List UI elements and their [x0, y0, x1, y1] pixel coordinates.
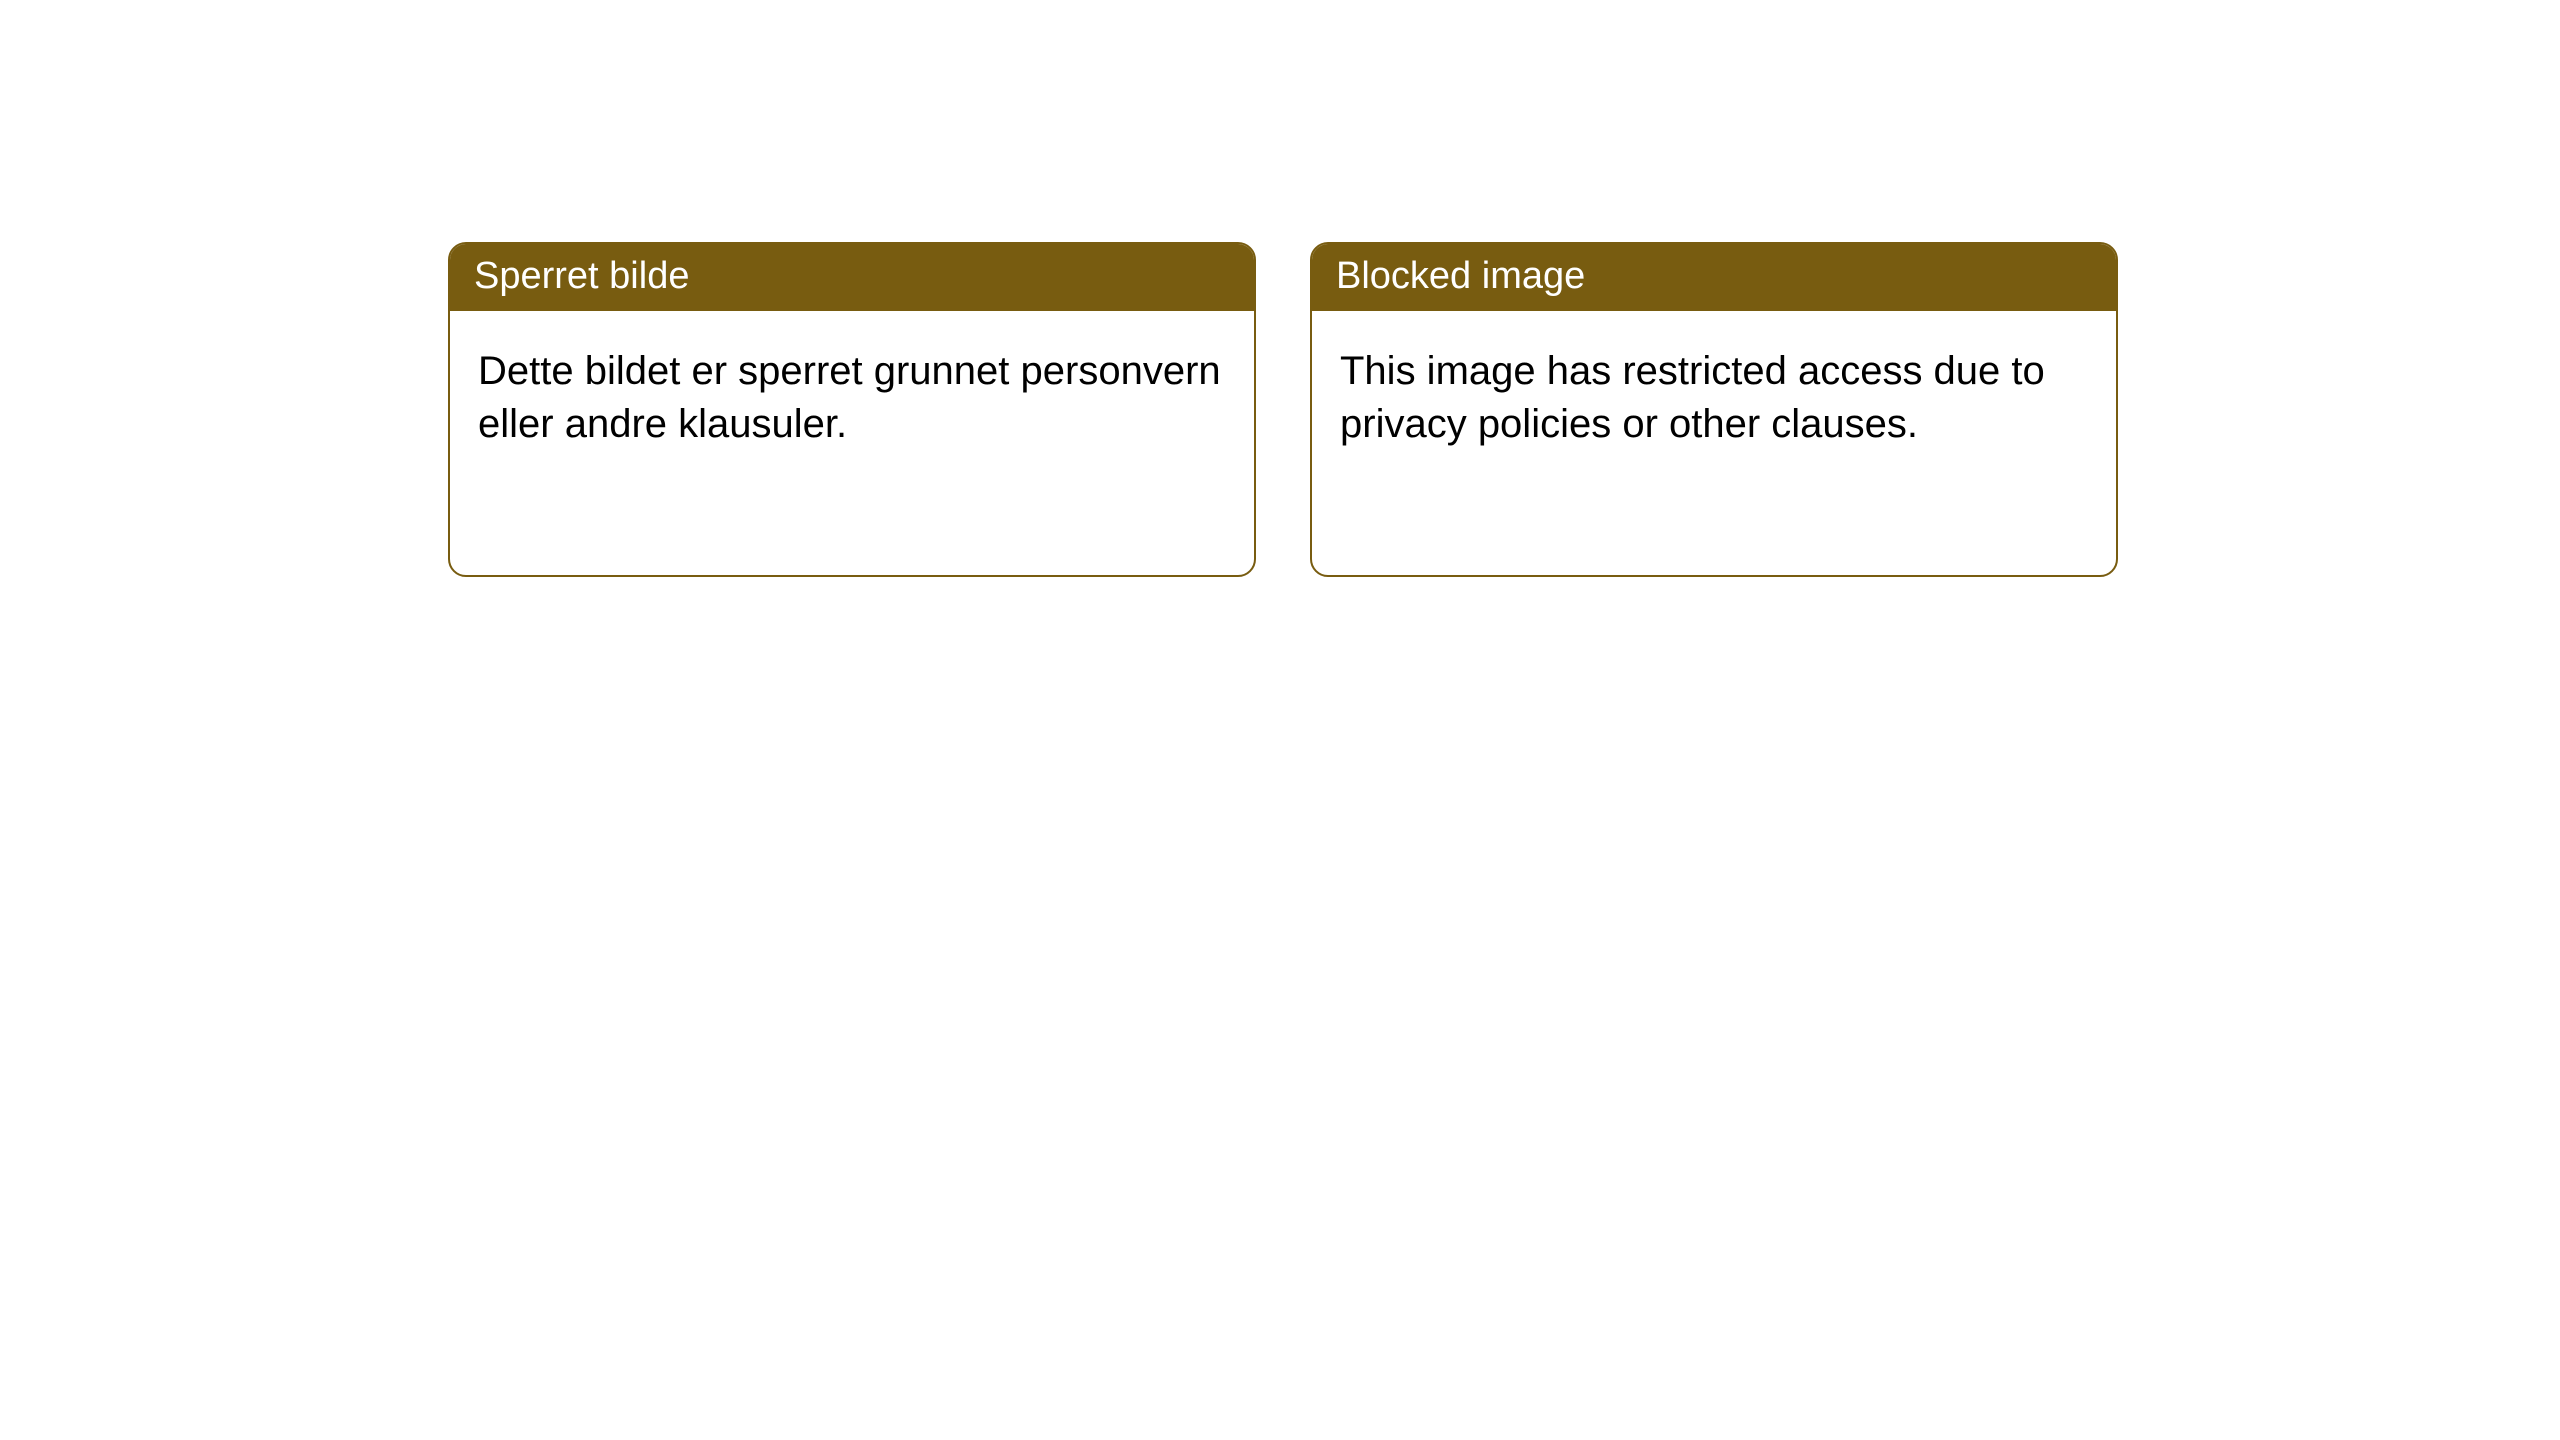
card-header: Blocked image — [1312, 244, 2116, 311]
blocked-image-card-en: Blocked image This image has restricted … — [1310, 242, 2118, 577]
notice-container: Sperret bilde Dette bildet er sperret gr… — [0, 0, 2560, 577]
blocked-image-card-no: Sperret bilde Dette bildet er sperret gr… — [448, 242, 1256, 577]
card-body: This image has restricted access due to … — [1312, 311, 2116, 575]
card-body-text: Dette bildet er sperret grunnet personve… — [478, 349, 1221, 446]
card-header-label: Sperret bilde — [474, 255, 689, 297]
card-body-text: This image has restricted access due to … — [1340, 349, 2045, 446]
card-header: Sperret bilde — [450, 244, 1254, 311]
card-header-label: Blocked image — [1336, 255, 1585, 297]
card-body: Dette bildet er sperret grunnet personve… — [450, 311, 1254, 575]
